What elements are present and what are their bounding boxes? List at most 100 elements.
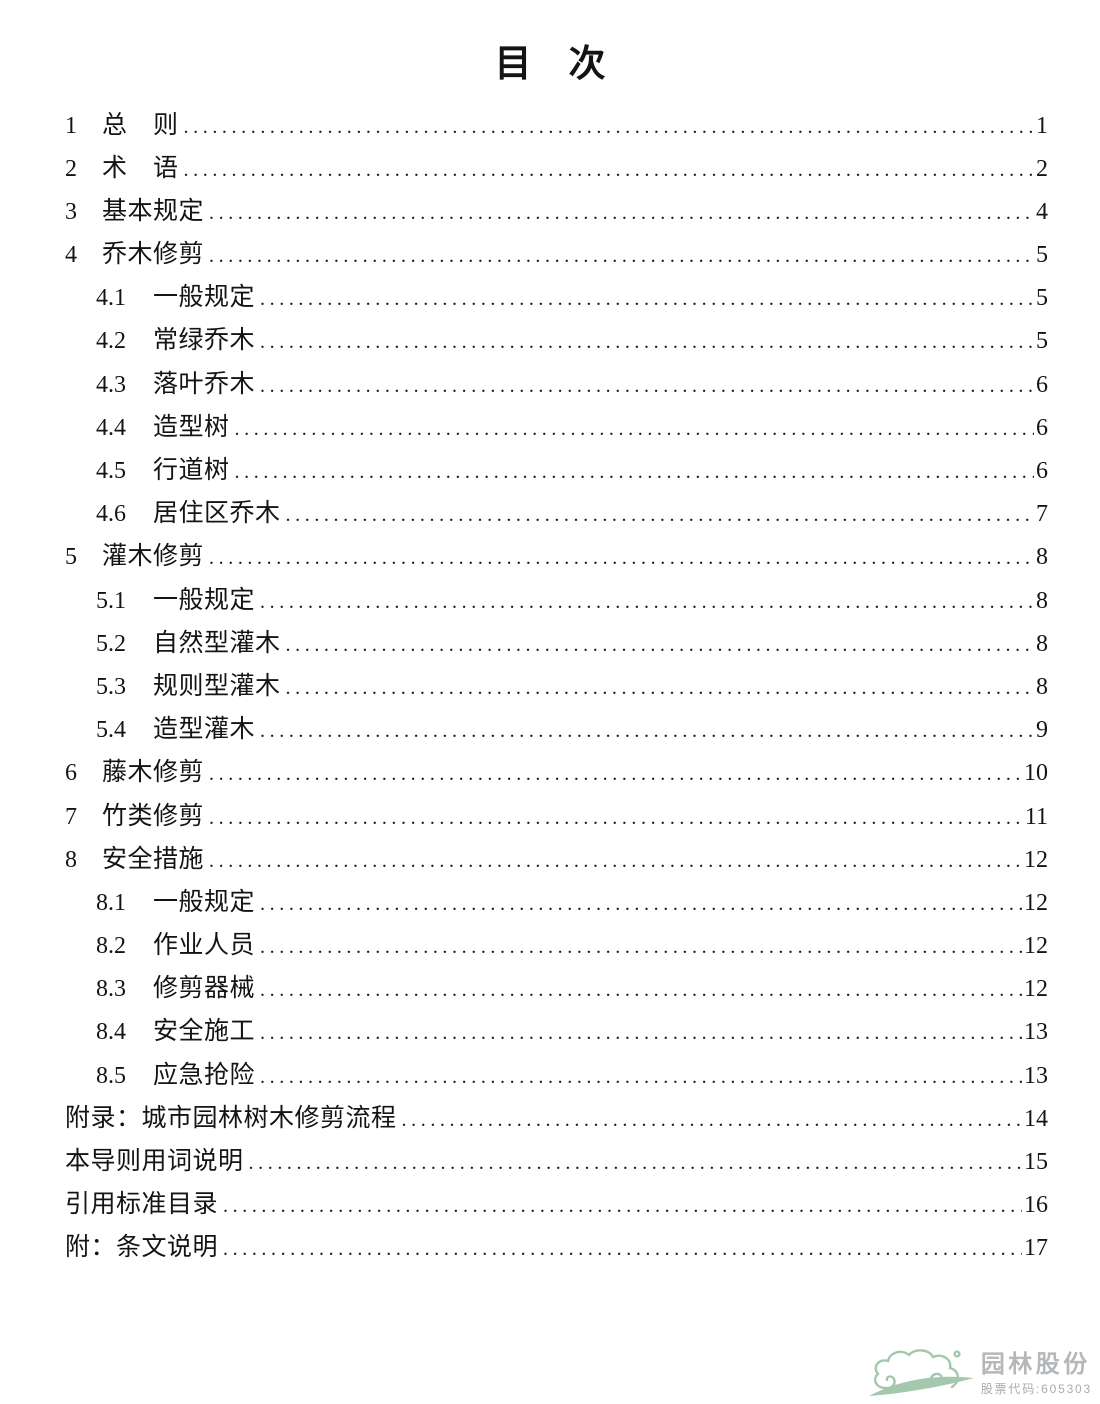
toc-entry-label: 一般规定 xyxy=(153,284,256,312)
toc-entry-page: 5 xyxy=(1036,328,1048,355)
toc-leader-dots xyxy=(230,461,1034,484)
toc-entry-page: 6 xyxy=(1036,414,1048,441)
toc-entry-page: 16 xyxy=(1024,1192,1048,1219)
toc-entry-page: 5 xyxy=(1036,285,1048,312)
toc-entry-page: 12 xyxy=(1024,933,1048,960)
toc-entry-label: 一般规定 xyxy=(153,888,256,916)
toc-entry: 附录：城市园林树木修剪流程 14 xyxy=(65,1098,1048,1141)
toc-entry: 5.3 规则型灌木 8 xyxy=(65,666,1048,709)
toc-leader-dots xyxy=(255,893,1022,916)
toc-entry-label: 灌木修剪 xyxy=(102,543,205,571)
toc-entry-page: 17 xyxy=(1024,1235,1048,1262)
toc-entry-page: 12 xyxy=(1024,976,1048,1003)
toc-entry-number: 6 xyxy=(65,760,77,787)
toc-entry-page: 1 xyxy=(1036,112,1048,139)
toc-entry-number: 5.3 xyxy=(96,673,126,700)
toc-leader-dots xyxy=(204,202,1034,225)
toc-entry: 本导则用词说明 15 xyxy=(65,1141,1048,1184)
toc-entry-number: 5 xyxy=(65,544,77,571)
toc-leader-dots xyxy=(179,116,1034,139)
toc-leader-dots xyxy=(218,1238,1022,1261)
toc-entry-number: 8.5 xyxy=(96,1062,126,1089)
toc-leader-dots xyxy=(204,850,1022,873)
toc-entry-number: 8.2 xyxy=(96,933,126,960)
toc-entry-label: 乔木修剪 xyxy=(102,241,205,269)
toc-entry-number: 8.3 xyxy=(96,976,126,1003)
toc-entry: 7 竹类修剪 11 xyxy=(65,796,1048,839)
toc-entry-label: 修剪器械 xyxy=(153,975,256,1003)
toc-entry: 6 藤木修剪 10 xyxy=(65,752,1048,795)
toc-entry-label: 应急抢险 xyxy=(153,1061,256,1089)
toc-entry-label: 藤木修剪 xyxy=(102,759,205,787)
toc-entry-label: 引用标准目录 xyxy=(65,1191,219,1219)
toc-entry: 3 基本规定 4 xyxy=(65,191,1048,234)
toc-entry-number: 1 xyxy=(65,112,77,139)
toc-entry-label: 常绿乔木 xyxy=(153,327,256,355)
toc-entry: 8.5 应急抢险 13 xyxy=(65,1055,1048,1098)
toc-entry: 附：条文说明 17 xyxy=(65,1227,1048,1270)
toc-entry-page: 8 xyxy=(1036,673,1048,700)
toc-entry-page: 11 xyxy=(1024,803,1048,830)
toc-entry-label: 附：条文说明 xyxy=(65,1234,219,1262)
toc-list: 1 总 则 1 2 术 语 2 3 基本规定 4 4 乔木修剪 5 4.1 一般… xyxy=(0,105,1100,1271)
toc-entry-number: 7 xyxy=(65,803,77,830)
toc-entry-number: 4.6 xyxy=(96,501,126,528)
toc-entry-number: 4.2 xyxy=(96,328,126,355)
toc-entry-page: 13 xyxy=(1024,1019,1048,1046)
toc-entry-number: 5.4 xyxy=(96,717,126,744)
toc-entry-number: 4.5 xyxy=(96,458,126,485)
toc-entry-page: 2 xyxy=(1036,155,1048,182)
toc-entry: 引用标准目录 16 xyxy=(65,1184,1048,1227)
toc-leader-dots xyxy=(244,1152,1022,1175)
toc-leader-dots xyxy=(281,634,1034,657)
toc-entry-page: 10 xyxy=(1024,760,1048,787)
toc-entry-label: 术 语 xyxy=(102,154,179,182)
toc-leader-dots xyxy=(255,288,1034,311)
stock-code: 股票代码:605303 xyxy=(980,1382,1092,1396)
toc-entry-label: 行道树 xyxy=(153,457,230,485)
toc-entry-page: 9 xyxy=(1036,717,1048,744)
toc-entry: 4.1 一般规定 5 xyxy=(65,277,1048,320)
toc-leader-dots xyxy=(255,1066,1022,1089)
toc-entry-page: 8 xyxy=(1036,544,1048,571)
toc-entry-label: 总 则 xyxy=(102,111,179,139)
toc-leader-dots xyxy=(230,418,1034,441)
toc-entry: 8.3 修剪器械 12 xyxy=(65,968,1048,1011)
toc-entry-number: 8.1 xyxy=(96,889,126,916)
footer-logo: 园林股份 股票代码:605303 xyxy=(868,1347,1092,1399)
toc-entry-number: 4.1 xyxy=(96,285,126,312)
toc-entry: 5 灌木修剪 8 xyxy=(65,536,1048,579)
toc-leader-dots xyxy=(397,1109,1022,1132)
toc-entry-label: 造型树 xyxy=(153,413,230,441)
toc-entry-number: 3 xyxy=(65,198,77,225)
toc-leader-dots xyxy=(255,720,1034,743)
toc-entry-page: 6 xyxy=(1036,371,1048,398)
toc-entry: 5.2 自然型灌木 8 xyxy=(65,623,1048,666)
toc-entry-label: 安全措施 xyxy=(102,845,205,873)
toc-entry: 4.5 行道树 6 xyxy=(65,450,1048,493)
toc-entry-page: 4 xyxy=(1036,198,1048,225)
toc-entry-number: 5.1 xyxy=(96,587,126,614)
toc-entry-label: 居住区乔木 xyxy=(153,500,281,528)
toc-entry-page: 5 xyxy=(1036,242,1048,269)
toc-entry-page: 7 xyxy=(1036,501,1048,528)
toc-entry-label: 造型灌木 xyxy=(153,716,256,744)
toc-entry-page: 12 xyxy=(1024,846,1048,873)
toc-entry-label: 自然型灌木 xyxy=(153,629,281,657)
company-name: 园林股份 xyxy=(980,1350,1091,1378)
page-title: 目 次 xyxy=(494,44,606,85)
toc-entry: 4.3 落叶乔木 6 xyxy=(65,364,1048,407)
toc-leader-dots xyxy=(218,1195,1022,1218)
toc-entry: 8 安全措施 12 xyxy=(65,839,1048,882)
toc-entry: 5.1 一般规定 8 xyxy=(65,580,1048,623)
toc-entry-page: 6 xyxy=(1036,458,1048,485)
toc-entry-number: 8 xyxy=(65,846,77,873)
toc-entry-label: 一般规定 xyxy=(153,586,256,614)
toc-entry: 8.4 安全施工 13 xyxy=(65,1011,1048,1054)
toc-entry-page: 13 xyxy=(1024,1062,1048,1089)
toc-entry-label: 规则型灌木 xyxy=(153,672,281,700)
toc-entry-label: 安全施工 xyxy=(153,1018,256,1046)
toc-entry-label: 附录：城市园林树木修剪流程 xyxy=(65,1104,397,1132)
toc-leader-dots xyxy=(255,936,1022,959)
toc-entry-page: 8 xyxy=(1036,587,1048,614)
